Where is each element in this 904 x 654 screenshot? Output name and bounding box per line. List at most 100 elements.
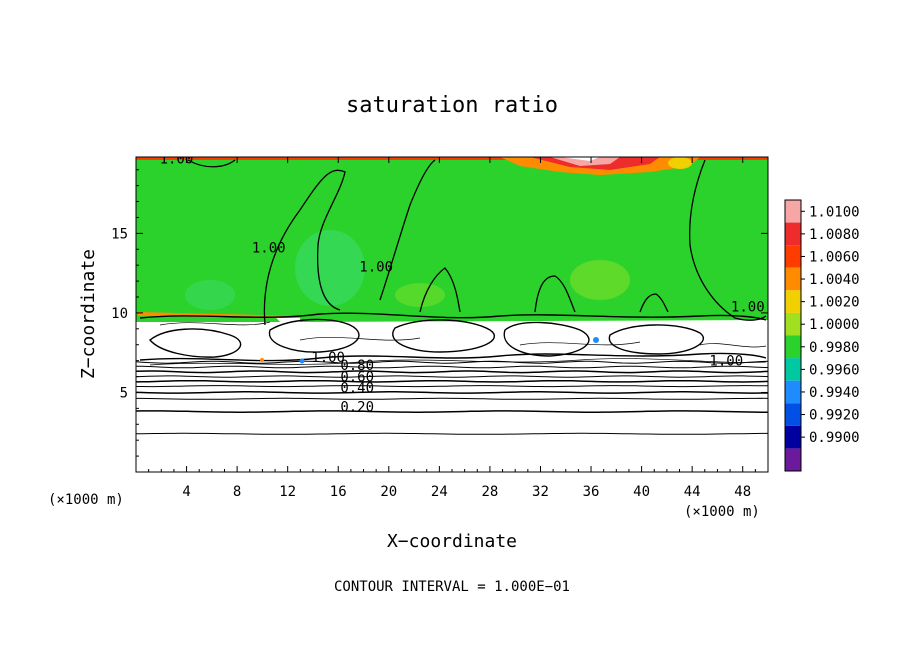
x-tick-label: 12 <box>279 484 296 500</box>
colorbar-label: 1.0040 <box>809 272 860 288</box>
top-band-pink <box>550 157 620 166</box>
x-unit-right: (×1000 m) <box>684 504 760 520</box>
contour-label: 0.80 <box>340 358 374 374</box>
plot-area: 1.001.001.001.001.00 1.000.800.600.400.20 <box>136 151 768 472</box>
contour-label: 1.00 <box>359 260 393 276</box>
contour-label: 0.40 <box>340 380 374 396</box>
contour-label: 1.00 <box>252 240 286 256</box>
contour-line <box>136 379 768 383</box>
footer-contour-interval: CONTOUR INTERVAL = 1.000E−01 <box>334 579 570 595</box>
y-axis-ticks: 5 10 15 <box>111 169 768 457</box>
colorbar-swatch <box>785 245 801 268</box>
contour-label: 1.00 <box>160 151 194 167</box>
contour-saturation <box>534 275 576 313</box>
contour-label: 0.60 <box>340 369 374 385</box>
contour-blob <box>149 328 242 358</box>
colorbar-swatch <box>785 267 801 291</box>
contour-line <box>136 432 768 435</box>
top-band-yellow <box>668 157 692 169</box>
colorbar-swatch <box>785 380 801 404</box>
colorbar-label: 0.9960 <box>809 362 860 378</box>
contour-blob <box>608 324 704 355</box>
contour-line <box>136 375 768 378</box>
y-tick-label: 5 <box>120 385 128 401</box>
contour-saturation <box>187 159 236 168</box>
colorbar-swatch <box>785 358 801 381</box>
colorbar-swatch <box>785 448 801 471</box>
colorbar-label: 0.9940 <box>809 385 860 401</box>
contour-blob <box>268 318 360 353</box>
contour-saturation <box>689 159 767 321</box>
colorbar-label: 0.9920 <box>809 408 860 424</box>
blob-yellow-2 <box>395 283 445 307</box>
x-axis-ticks: 4 8 12 16 20 24 28 32 36 40 44 48 <box>148 157 756 500</box>
x-tick-label: 44 <box>684 484 701 500</box>
contour-saturation <box>419 267 461 313</box>
colorbar-label: 0.9980 <box>809 340 860 356</box>
contour-blob <box>139 352 767 362</box>
contour-labels: 1.001.001.001.001.00 1.000.800.600.400.20 <box>160 151 765 416</box>
anomaly-blue-2 <box>299 358 305 364</box>
colorbar-label: 1.0060 <box>809 249 860 265</box>
contour-line <box>136 385 768 388</box>
contour-blob <box>139 312 767 321</box>
x-unit-left: (×1000 m) <box>48 492 124 508</box>
chart-title: saturation ratio <box>346 93 558 118</box>
colorbar-swatch <box>785 200 801 223</box>
contour-saturation <box>379 159 436 301</box>
contour-line <box>136 370 768 374</box>
contour-thin <box>519 341 641 346</box>
colorbar-swatch <box>785 222 801 246</box>
colorbar-label: 1.0020 <box>809 295 860 311</box>
contour-label: 1.00 <box>709 353 743 369</box>
blob-cyan-2 <box>185 280 235 310</box>
contour-line <box>136 410 768 413</box>
top-band-white <box>560 157 600 161</box>
colorbar-swatch <box>785 290 801 313</box>
contour-line <box>136 365 768 369</box>
x-tick-label: 48 <box>734 484 751 500</box>
x-tick-label: 24 <box>431 484 448 500</box>
anomaly-blue-1 <box>593 337 599 343</box>
colorbar-swatch <box>785 312 801 336</box>
contour-thin <box>299 336 421 341</box>
y-axis-label: Z−coordinate <box>78 249 99 379</box>
contour-thin <box>149 358 767 366</box>
colorbar-label: 1.0100 <box>809 204 860 220</box>
colorbar-label: 1.0080 <box>809 227 860 243</box>
contour-blob <box>392 319 496 353</box>
blob-yellow-1 <box>570 260 630 300</box>
contour-blob <box>503 321 590 357</box>
colorbar-frame <box>784 199 802 472</box>
x-tick-label: 32 <box>532 484 549 500</box>
x-tick-label: 16 <box>330 484 347 500</box>
contour-saturation <box>639 293 669 313</box>
contour-line <box>136 391 768 394</box>
x-tick-label: 36 <box>583 484 600 500</box>
contour-thin <box>159 321 271 326</box>
x-tick-label: 28 <box>481 484 498 500</box>
layer-base-right <box>300 312 768 322</box>
colorbar-swatch <box>785 403 801 426</box>
x-tick-label: 20 <box>380 484 397 500</box>
x-axis-label: X−coordinate <box>387 531 517 552</box>
colorbar-label: 1.0000 <box>809 317 860 333</box>
contour-label: 0.20 <box>340 400 374 416</box>
saturated-layer <box>136 157 768 318</box>
colorbar: 1.0100 1.0080 1.0060 1.0040 1.0020 1.0000 0.99… <box>784 199 860 472</box>
colorbar-label: 0.9900 <box>809 430 860 446</box>
contour-thin <box>699 343 767 348</box>
contour-label: 1.00 <box>311 350 345 366</box>
x-tick-label: 40 <box>633 484 650 500</box>
y-tick-label: 10 <box>111 306 128 322</box>
contour-line <box>136 360 768 364</box>
contour-saturation <box>263 169 346 326</box>
anomaly-orange <box>260 358 264 362</box>
x-tick-label: 4 <box>182 484 190 500</box>
colorbar-swatch <box>785 425 801 449</box>
contour-line <box>136 397 768 400</box>
contour-label: 1.00 <box>731 299 765 315</box>
x-tick-label: 8 <box>233 484 241 500</box>
contour-lines <box>136 159 768 435</box>
